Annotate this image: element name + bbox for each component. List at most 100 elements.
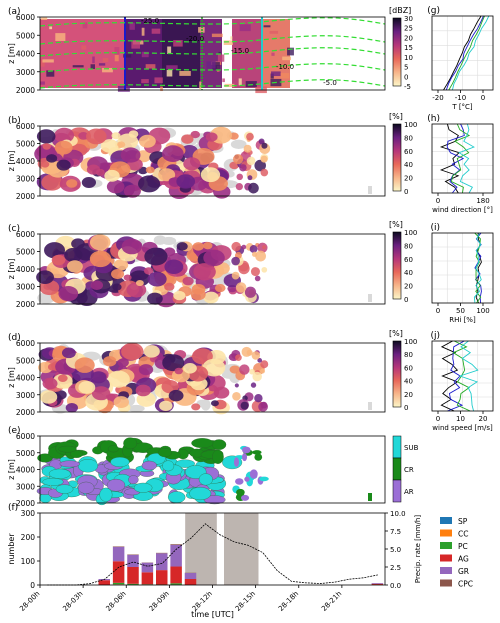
panel-b-ytick-label: 6000 <box>16 122 35 131</box>
panel-d-field-blob <box>202 358 226 377</box>
class-blob <box>77 459 98 473</box>
class-colorbar-ar <box>392 479 402 503</box>
class-label-cr: CR <box>404 466 414 474</box>
radar-cell <box>212 62 220 70</box>
panel-h-profile-line <box>450 123 471 194</box>
bar-ag <box>170 566 182 584</box>
class-blob <box>259 476 269 482</box>
radar-colorbar-unit: [dBZ] <box>389 6 411 15</box>
radar-colorbar-tick-label: 0 <box>404 73 408 81</box>
radar-cell <box>114 46 120 55</box>
panel-g-xtick-label: -10 <box>455 94 466 102</box>
panel-b-colorbar-tick-label: 80 <box>404 134 413 142</box>
panel-c-field-blob <box>71 238 85 249</box>
panel-d-field-blob <box>260 368 265 374</box>
panel-c-haze-blob <box>153 235 167 245</box>
panel-j-profile-line <box>458 340 479 412</box>
bar-gr <box>141 562 154 573</box>
panel-b-field-blob <box>54 127 75 143</box>
panel-g-frame <box>431 15 494 91</box>
class-edge-cell <box>368 493 372 501</box>
radar-colorbar <box>392 17 402 87</box>
bar-gr <box>156 553 168 571</box>
radar-cell <box>222 78 225 83</box>
radar-cell <box>167 46 172 54</box>
panel-c-field-blob <box>250 267 260 277</box>
class-blob <box>241 453 248 462</box>
radar-cell <box>270 73 274 79</box>
radar-colorbar-tick-label: -5 <box>404 83 411 91</box>
class-blob <box>235 478 244 485</box>
panel-e-ytick-label: 6000 <box>16 432 35 441</box>
class-blob <box>42 477 64 486</box>
panel-h-xtick-label: 180 <box>476 197 489 205</box>
radar-cell <box>141 27 145 36</box>
class-blob <box>158 448 172 458</box>
panel-h-profile-line <box>446 123 465 194</box>
panel-c-field-blob <box>249 245 258 253</box>
class-blob <box>242 446 251 454</box>
panel-c-ytick-label: 5000 <box>16 248 35 257</box>
panel-b-field-blob <box>40 160 50 168</box>
panel-c-field-blob <box>143 267 154 275</box>
class-blob <box>59 460 80 468</box>
panel-b-field-blob <box>236 173 244 181</box>
panel-d-field <box>38 342 269 415</box>
panel-c-colorbar-unit: [%] <box>389 220 403 229</box>
panel-c-field-blob <box>64 247 83 262</box>
panel-b-field-blob <box>190 130 201 139</box>
panel-f-xtick-label: 28-03h <box>61 590 84 613</box>
class-blob <box>212 439 227 450</box>
panel-b-field-blob <box>120 147 141 163</box>
panel-i-xtick-label: 50 <box>456 307 465 315</box>
radar-cell <box>239 24 251 32</box>
panel-d-field-blob <box>235 354 242 361</box>
temperature-contour <box>39 79 386 89</box>
panel-b-colorbar-tick-label: 20 <box>404 175 413 183</box>
panel-c-field-blob <box>203 291 219 304</box>
class-blob <box>48 468 71 479</box>
panel-c-field-blob <box>135 279 144 287</box>
panel-f-ytick-right-label: 10.0 <box>390 510 406 518</box>
radar-cell <box>160 86 163 92</box>
panel-d-colorbar-tick-label: 80 <box>404 351 413 359</box>
panel-c-colorbar-tick-label: 20 <box>404 283 413 291</box>
panel-h-label: (h) <box>427 114 440 124</box>
panel-d-label: (d) <box>8 333 21 343</box>
panel-b-field-blob <box>36 129 56 144</box>
class-blob <box>254 453 263 461</box>
panel-f-ytick-label: 0 <box>30 581 35 590</box>
bar-pc <box>112 582 125 585</box>
class-blob <box>189 487 212 501</box>
panel-g-profile-line <box>451 15 490 91</box>
panel-b-field-blob <box>54 140 73 155</box>
radar-cell <box>114 54 119 62</box>
panel-g-profile-line <box>443 15 482 91</box>
class-blob <box>123 437 138 450</box>
panel-j-xtick-label: 10 <box>456 415 465 423</box>
panel-c-ytick-label: 6000 <box>16 230 35 239</box>
legend-swatch-gr <box>440 567 452 574</box>
panel-f-ytick-right-label: 0.0 <box>390 582 401 590</box>
panel-b-field-blob <box>158 168 176 182</box>
panel-c-ylabel: z [m] <box>7 259 16 280</box>
radar-cell <box>224 83 235 88</box>
panel-d-field-blob <box>210 400 219 407</box>
class-blob <box>203 495 226 505</box>
panel-d-ytick-label: 4000 <box>16 374 35 383</box>
panel-c-field-blob <box>44 242 66 259</box>
panel-b-field-blob <box>104 169 120 182</box>
panel-f-ytick-label: 200 <box>21 533 36 542</box>
panel-e-label: (e) <box>8 426 21 436</box>
panel-d-field-blob <box>240 401 249 410</box>
temperature-contour <box>39 47 386 57</box>
panel-b-haze-blob <box>230 139 247 150</box>
panel-d-field-blob <box>117 358 129 367</box>
class-blob <box>58 445 77 453</box>
class-blob <box>141 460 157 471</box>
panel-f-ytick-right-label: 2.5 <box>390 564 401 572</box>
panel-c-field-blob <box>190 288 206 301</box>
panel-i-xtick-label: 100 <box>476 307 489 315</box>
panel-b-field-blob <box>86 128 107 145</box>
radar-colorbar-tick-label: 20 <box>404 34 413 42</box>
